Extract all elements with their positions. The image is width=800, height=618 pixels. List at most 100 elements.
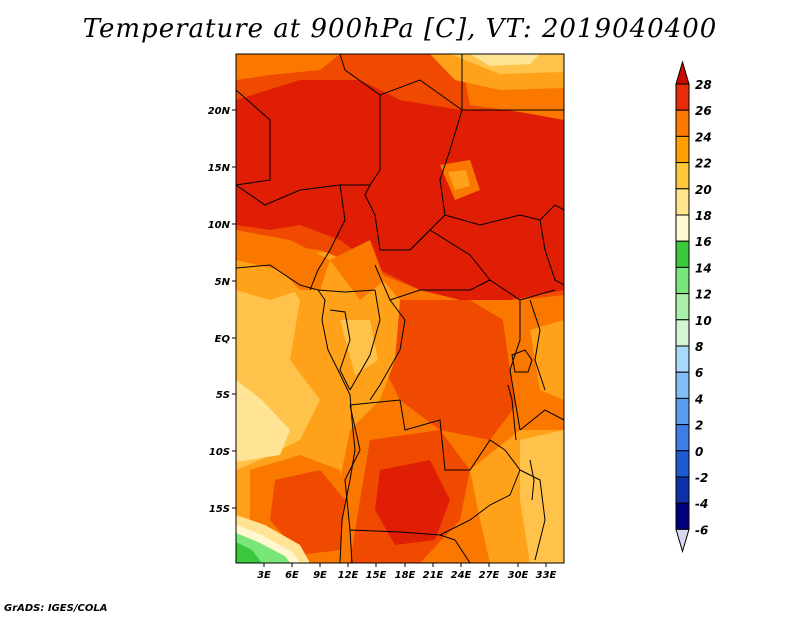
lake-tanganyika [507,384,517,441]
lat-label: 15S [209,504,230,515]
colorbar-label: 22 [695,157,712,171]
field-zambia-28 [375,460,450,545]
boundary-drc-east [509,300,521,431]
boundary-drc-congo [369,299,406,401]
colorbar-swatch [675,371,690,399]
lon-label: 27E [479,570,500,581]
boundary-car-south [374,264,491,301]
lat-label: 10N [208,220,231,231]
lon-label: 6E [285,570,299,581]
lon-label: 12E [338,570,359,581]
colorbar-label: 12 [695,288,712,302]
boundary-niger-nigeria [236,184,370,206]
field-cameroon-24 [330,240,385,300]
lat-label: EQ [215,334,231,345]
boundary-libya-sudan [379,79,463,111]
lon-label: 3E [257,570,271,581]
lake-victoria [511,349,533,373]
field-nw-24 [236,54,340,80]
colorbar-label: 8 [695,340,703,354]
colorbar-swatch [675,319,690,347]
boundary-tanzania [519,409,564,431]
lon-labels: 3E 6E 9E 12E 15E 18E 21E 24E 27E 30E 33E [257,570,556,581]
colorbar-swatch [675,109,690,137]
lon-label: 24E [451,570,472,581]
boundary-ssudan-east [539,219,564,286]
colorbar-top-arrow [675,60,690,85]
temperature-field [236,54,564,563]
field-gabon-20 [340,320,378,375]
boundary-cameroon-south [317,289,376,293]
coast-west [236,264,356,563]
colorbar-swatch [675,450,690,478]
colorbar-swatch [675,240,690,268]
lat-label: 5N [215,277,231,288]
boundary-ethiopia [539,204,564,221]
colorbar-label: -2 [695,471,708,485]
colorbar-swatch [675,424,690,452]
field-cooler-sudan-22 [448,170,470,190]
credit-text: GrADS: IGES/COLA [4,603,108,614]
colorbar-swatch [675,293,690,321]
lat-label: 10S [209,447,230,458]
boundary-gabon [329,309,351,391]
colorbar-swatch [675,266,690,295]
boundary-namibia [349,529,353,563]
colorbar-swatch [675,214,690,242]
colorbar-swatch [675,135,690,164]
temperature-map: 20N 15N 10N 5N EQ 5S 10S 15S 3E 6E 9E 12… [208,53,712,581]
boundary-angola-south [349,529,456,541]
lat-labels: 20N 15N 10N 5N EQ 5S 10S 15S [208,106,231,515]
colorbar-label: 14 [695,261,712,275]
lon-label: 9E [313,570,327,581]
boundary-car-north [380,229,491,281]
colorbar-label: 4 [694,392,703,406]
boundary-congo [349,289,381,391]
lon-axis [263,563,547,567]
lon-label: 15E [366,570,387,581]
colorbar-label: -4 [695,497,708,511]
field-ne-18 [470,54,540,66]
lon-label: 18E [395,570,416,581]
colorbar-label: 10 [695,314,712,328]
map-title: Temperature at 900hPa [C], VT: 201904040… [82,14,718,44]
boundary-kenya-uganda [529,299,546,391]
colorbar-label: -6 [695,523,708,537]
lon-label: 30E [508,570,529,581]
boundary-niger-north [236,89,271,186]
colorbar-swatch [675,188,690,216]
lat-label: 5S [216,390,230,401]
lat-label: 20N [208,106,231,117]
colorbar-swatch [675,476,690,504]
boundary-zambia-south [439,494,511,536]
colorbar-swatch [675,162,690,190]
colorbar-label: 2 [695,419,703,433]
lon-label: 33E [536,570,557,581]
field-north-28 [236,80,564,300]
colorbar-swatch [675,397,690,426]
colorbar-label: 18 [695,209,712,223]
lake-malawi [529,459,535,501]
colorbar-label: 20 [695,183,712,197]
colorbar-label: 0 [695,445,703,459]
colorbar-swatch [675,502,690,530]
country-boundaries [236,54,564,563]
boundary-nigeria-cameroon [309,184,346,291]
colorbar-label: 24 [695,130,712,144]
boundary-mozambique [519,469,546,561]
field-sw-dgreen [236,542,262,563]
lon-label: 21E [423,570,444,581]
field-congo-26 [380,300,520,440]
boundary-drc-south [349,399,506,471]
field-west-18 [236,380,290,462]
colorbar-label: 28 [695,78,712,92]
colorbar-label: 6 [695,366,703,380]
boundary-sudan-ssudan [444,214,541,226]
boundary-chad-lake [364,184,381,251]
colorbar-bottom-arrow [675,528,690,554]
colorbar-swatches [675,60,690,554]
field-angola-26 [270,470,345,555]
field-guinea-22 [236,260,300,300]
